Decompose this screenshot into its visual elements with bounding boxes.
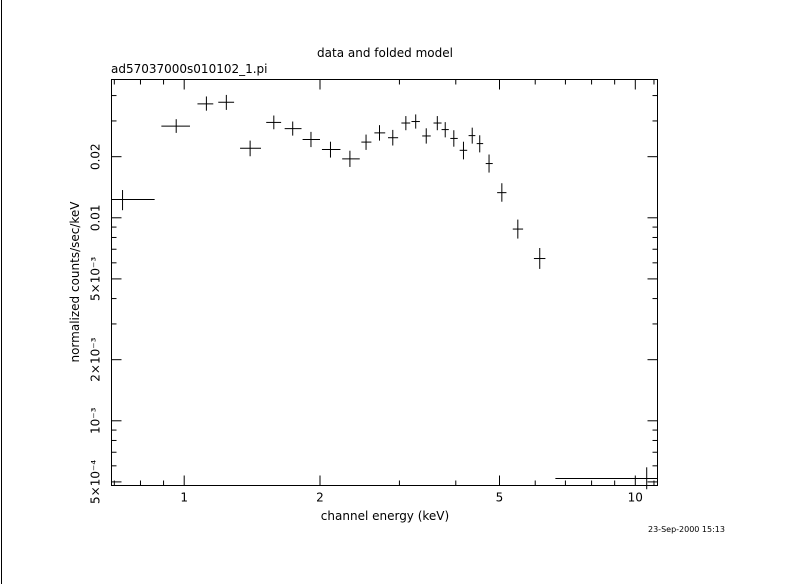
data-point — [497, 183, 507, 202]
data-point — [401, 116, 411, 131]
y-tick-label: 0.01 — [89, 204, 103, 231]
x-axis-label: channel energy (keV) — [321, 509, 449, 523]
data-point — [555, 467, 658, 490]
x-tick-label: 10 — [628, 491, 643, 505]
data-point — [302, 131, 320, 148]
data-point — [374, 125, 386, 141]
plot-frame — [111, 79, 658, 486]
x-tick-label: 1 — [180, 491, 188, 505]
data-point — [476, 135, 484, 153]
x-tick-label: 5 — [496, 491, 504, 505]
data-point — [459, 141, 468, 160]
data-point — [321, 141, 341, 158]
x-tick-label: 2 — [316, 491, 324, 505]
data-point — [485, 154, 493, 173]
chart-title: data and folded model — [317, 46, 453, 60]
data-point — [533, 247, 546, 269]
data-point — [422, 128, 431, 144]
y-tick-label: 5×10⁻⁴ — [89, 460, 103, 504]
data-point — [161, 119, 190, 133]
data-point — [468, 127, 476, 144]
data-point — [284, 121, 302, 136]
y-tick-label: 10⁻³ — [89, 407, 103, 434]
axis-ticks: 1 2 5 10 5×10⁻⁴ 10⁻³ 2×10⁻³ 5×10⁻³ 0.01 0.02 — [89, 79, 658, 505]
y-tick-label: 2×10⁻³ — [89, 337, 103, 381]
data-point — [240, 140, 262, 157]
y-tick-label: 5×10⁻³ — [89, 257, 103, 301]
data-point — [361, 134, 372, 150]
data-point — [218, 94, 235, 110]
data-point — [411, 114, 420, 129]
data-point — [111, 190, 155, 211]
chart-subtitle: ad57037000s010102_1.pi — [111, 62, 268, 76]
data-point — [197, 96, 214, 111]
data-point — [433, 116, 442, 131]
y-axis-label: normalized counts/sec/keV — [68, 201, 82, 363]
data-point — [266, 115, 282, 130]
data-points — [111, 94, 658, 490]
data-point — [387, 129, 399, 146]
y-tick-label: 0.02 — [89, 143, 103, 170]
timestamp: 23-Sep-2000 15:13 — [648, 525, 725, 534]
data-point — [441, 122, 449, 138]
data-point — [342, 150, 360, 167]
data-point — [512, 219, 524, 239]
data-point — [450, 130, 458, 147]
